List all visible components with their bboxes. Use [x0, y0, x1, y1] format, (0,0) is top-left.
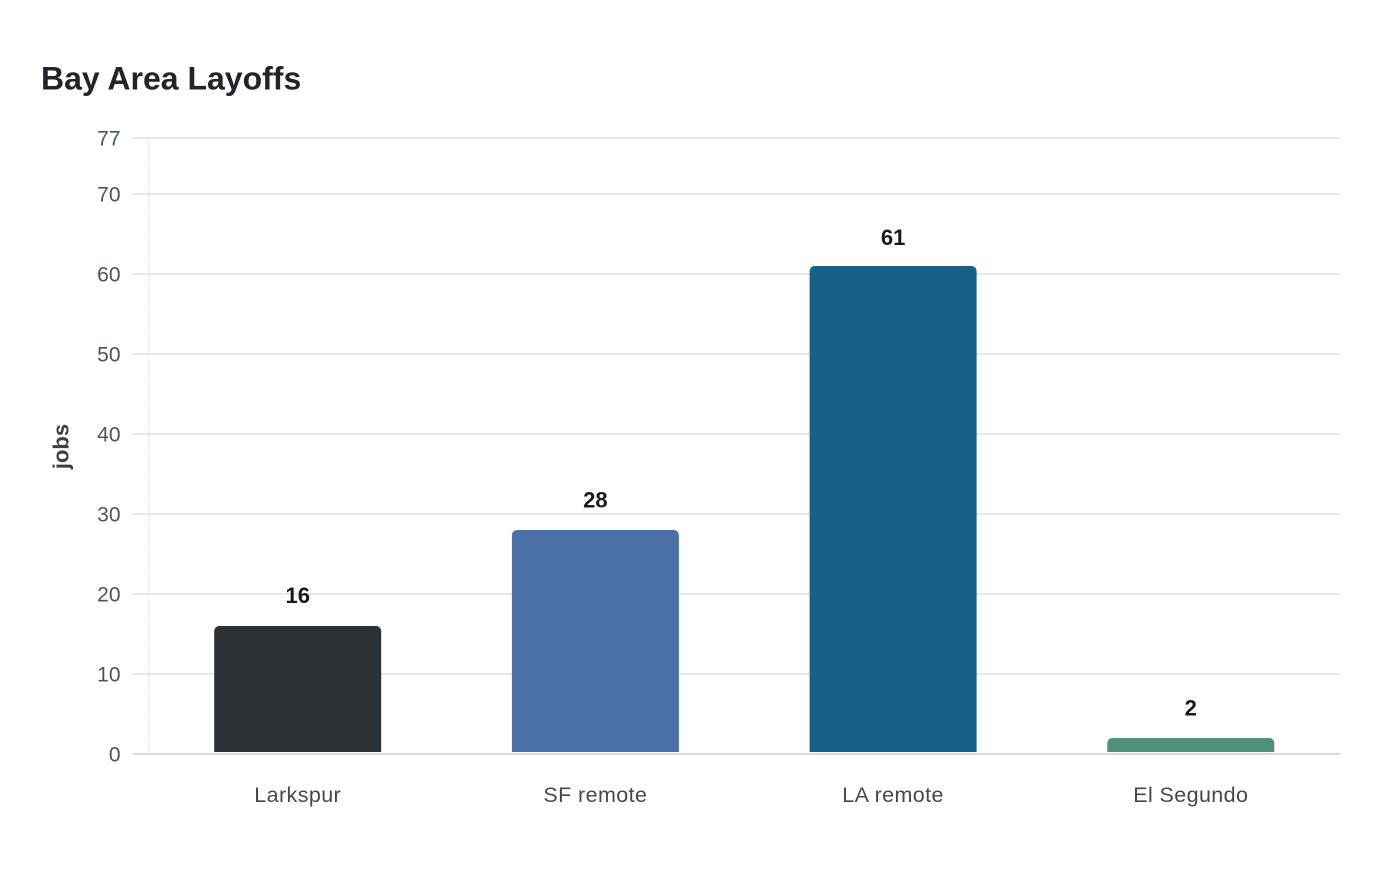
svg-text:70: 70 [97, 184, 120, 207]
svg-text:El Segundo: El Segundo [1133, 783, 1248, 807]
svg-text:61: 61 [881, 225, 905, 250]
svg-text:2: 2 [1185, 696, 1197, 721]
svg-text:SF remote: SF remote [543, 783, 647, 807]
svg-text:40: 40 [97, 424, 120, 447]
svg-text:Larkspur: Larkspur [254, 783, 341, 807]
svg-text:20: 20 [97, 584, 120, 607]
svg-text:0: 0 [109, 744, 121, 767]
svg-text:jobs: jobs [49, 424, 74, 470]
svg-text:60: 60 [97, 264, 120, 287]
svg-text:50: 50 [97, 344, 120, 367]
svg-text:30: 30 [97, 504, 120, 527]
svg-text:LA remote: LA remote [842, 783, 944, 807]
svg-text:77: 77 [97, 128, 120, 151]
svg-text:16: 16 [285, 583, 309, 608]
svg-text:10: 10 [97, 664, 120, 687]
svg-text:28: 28 [583, 488, 607, 513]
svg-text:Bay Area Layoffs: Bay Area Layoffs [41, 61, 301, 97]
